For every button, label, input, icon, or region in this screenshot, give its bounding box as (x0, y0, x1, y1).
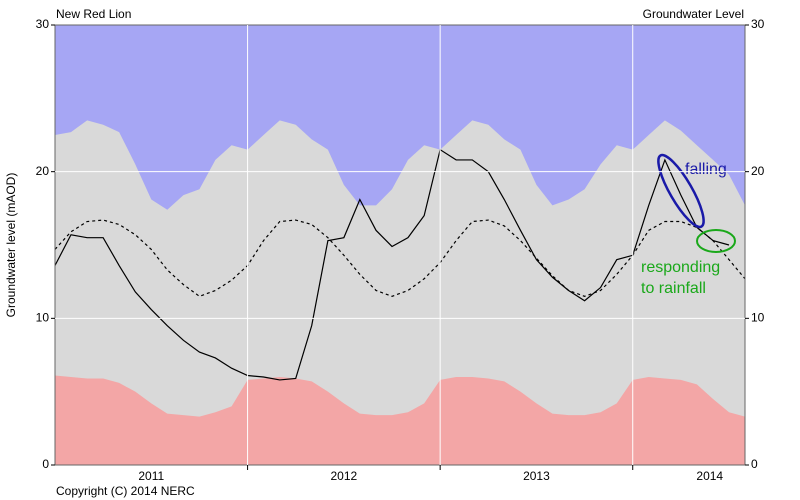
line (54, 148, 730, 381)
x-tick-label: 2011 (138, 469, 164, 483)
x-tick-label: 2013 (523, 469, 550, 483)
area (55, 120, 745, 465)
annotation: falling (685, 161, 727, 178)
y2-tick-label: 0 (751, 457, 758, 471)
plot-frame (54, 24, 746, 466)
y-axis-label: Groundwater level (mAOD) (4, 173, 18, 318)
annotation-ellipse (696, 229, 736, 253)
annotation: responding (641, 259, 720, 276)
y-tick-label: 10 (36, 311, 50, 325)
annotation-ellipse (657, 153, 705, 229)
y-tick-label: 0 (42, 457, 49, 471)
x-tick-label: 2014 (696, 469, 723, 483)
annotation: to rainfall (641, 280, 706, 297)
chart-subtitle: Groundwater Level (643, 7, 744, 21)
y2-tick-label: 20 (751, 164, 765, 178)
y-tick-label: 20 (36, 164, 50, 178)
chart-title: New Red Lion (56, 7, 131, 21)
y2-tick-label: 10 (751, 311, 765, 325)
y-tick-label: 30 (36, 17, 50, 31)
copyright: Copyright (C) 2014 NERC (56, 484, 195, 498)
y2-tick-label: 30 (751, 17, 765, 31)
x-tick-label: 2012 (331, 469, 358, 483)
line (54, 219, 746, 298)
area (55, 375, 745, 465)
